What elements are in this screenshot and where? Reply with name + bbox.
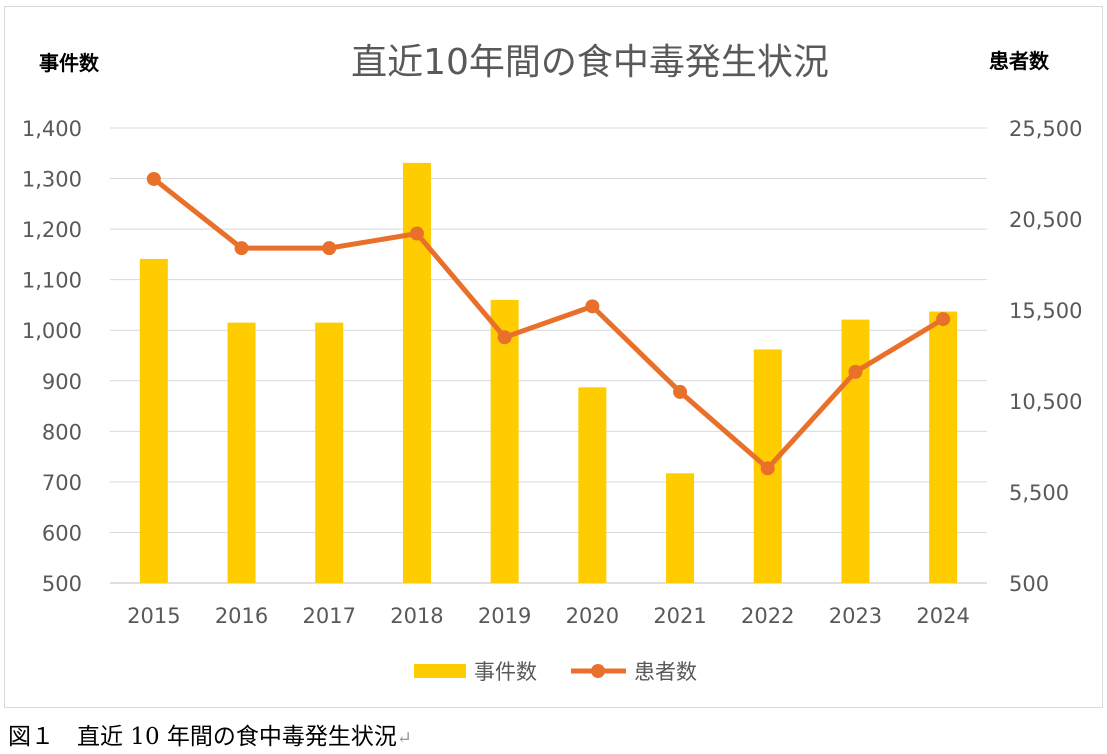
patients-point-2015 xyxy=(146,171,161,186)
right-tick-label: 10,500 xyxy=(1009,390,1082,414)
left-tick-label: 500 xyxy=(42,572,82,596)
right-tick-label: 20,500 xyxy=(1009,208,1082,232)
legend-swatch-events xyxy=(414,664,466,678)
left-tick-label: 1,000 xyxy=(22,319,82,343)
x-axis-ticks: 2015 2016 2017 2018 2019 2020 2021 2022 2023 2024 xyxy=(127,604,970,628)
x-tick-label: 2015 xyxy=(127,604,180,628)
patients-point-2018 xyxy=(409,226,424,241)
line-series xyxy=(146,171,951,476)
chart: 直近10年間の食中毒発生状況 事件数 患者数 500 600 700 800 900 1,… xyxy=(22,42,1083,684)
right-tick-label: 5,500 xyxy=(1009,481,1069,505)
x-tick-label: 2018 xyxy=(390,604,443,628)
right-tick-label: 15,500 xyxy=(1009,299,1082,323)
x-tick-label: 2017 xyxy=(303,604,356,628)
chart-title: 直近10年間の食中毒発生状況 xyxy=(351,42,829,83)
bars xyxy=(139,162,958,583)
right-tick-label: 25,500 xyxy=(1009,117,1082,141)
x-tick-label: 2023 xyxy=(829,604,882,628)
patients-point-2019 xyxy=(497,330,512,345)
gridlines xyxy=(110,127,987,584)
chart-frame xyxy=(4,6,1103,708)
x-tick-label: 2019 xyxy=(478,604,531,628)
bar-2019 xyxy=(490,299,519,583)
left-tick-label: 1,300 xyxy=(22,168,82,192)
bar-2024 xyxy=(929,311,958,583)
patients-point-2016 xyxy=(234,241,249,256)
patients-point-2024 xyxy=(936,312,951,327)
bar-2016 xyxy=(227,322,256,583)
left-tick-label: 700 xyxy=(42,471,82,495)
patients-point-2020 xyxy=(585,299,600,314)
right-tick-label: 500 xyxy=(1009,572,1049,596)
bar-2018 xyxy=(402,162,431,583)
bar-2015 xyxy=(139,258,168,583)
left-tick-label: 1,100 xyxy=(22,269,82,293)
legend-label-patients: 患者数 xyxy=(634,660,697,684)
left-tick-label: 900 xyxy=(42,370,82,394)
patients-point-2021 xyxy=(673,384,688,399)
caption-text: 図１ 直近 10 年間の食中毒発生状況 xyxy=(8,724,397,750)
left-tick-label: 800 xyxy=(42,420,82,444)
legend: 事件数 患者数 xyxy=(414,660,697,684)
x-tick-label: 2016 xyxy=(215,604,268,628)
legend-label-events: 事件数 xyxy=(474,660,537,684)
left-tick-label: 600 xyxy=(42,521,82,545)
bar-2023 xyxy=(841,319,870,583)
right-axis-ticks: 500 5,500 10,500 15,500 20,500 25,500 xyxy=(1009,117,1082,596)
patients-point-2022 xyxy=(760,461,775,476)
legend-swatch-patients-marker xyxy=(591,664,605,678)
patients-point-2023 xyxy=(848,364,863,379)
figure-caption: 図１ 直近 10 年間の食中毒発生状況↵ xyxy=(8,722,412,754)
x-tick-label: 2020 xyxy=(566,604,619,628)
bar-2017 xyxy=(315,322,344,583)
patients-line xyxy=(151,176,946,471)
bar-2020 xyxy=(578,387,607,583)
left-tick-label: 1,200 xyxy=(22,218,82,242)
right-axis-title: 患者数 xyxy=(989,49,1050,73)
x-tick-label: 2022 xyxy=(741,604,794,628)
return-mark: ↵ xyxy=(396,728,412,749)
patients-point-2017 xyxy=(322,241,337,256)
left-tick-label: 1,400 xyxy=(22,117,82,141)
x-tick-label: 2021 xyxy=(653,604,706,628)
bar-2021 xyxy=(666,473,695,583)
left-axis-ticks: 500 600 700 800 900 1,000 1,100 1,200 1,300 1,400 xyxy=(22,117,82,596)
x-tick-label: 2024 xyxy=(916,604,969,628)
left-axis-title: 事件数 xyxy=(39,51,100,75)
